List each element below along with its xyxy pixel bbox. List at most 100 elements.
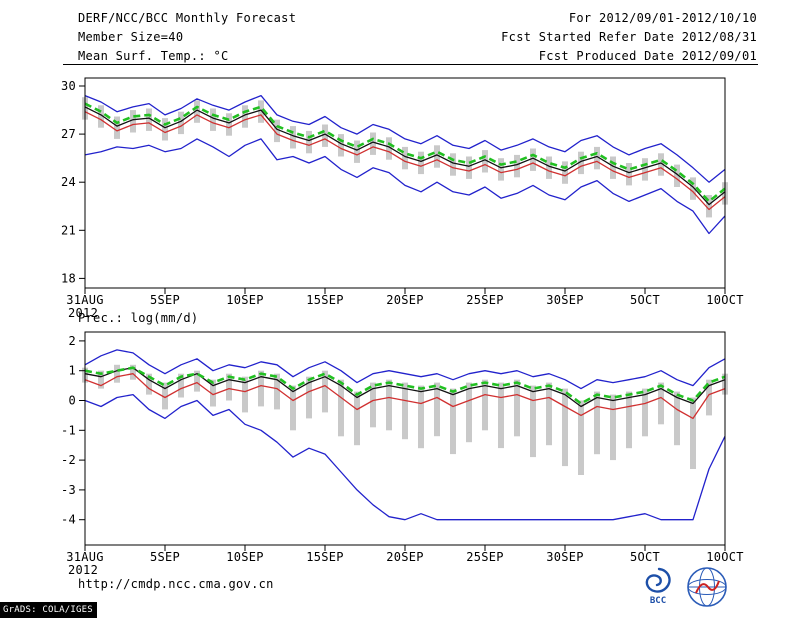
ensemble-spread-bar [338, 134, 344, 157]
ensemble-spread-bar [610, 394, 616, 461]
ensemble-spread-bar [290, 126, 296, 149]
ensemble-spread-bar [642, 158, 648, 181]
ensemble-spread-bar [450, 388, 456, 455]
x-tick-label: 20SEP [386, 550, 424, 564]
ensemble-spread-bar [626, 391, 632, 449]
ensemble-spread-bar [402, 382, 408, 440]
series-blue-lower [84, 393, 726, 521]
x-tick-label: 10SEP [226, 293, 264, 307]
ensemble-spread-bar [642, 388, 648, 437]
ensemble-spread-bar [274, 119, 280, 143]
ensemble-spread-bar [242, 105, 248, 128]
ensemble-spread-bar [658, 382, 664, 425]
grads-credit-text: GrADS: COLA/IGES [3, 605, 93, 615]
ensemble-spread-bar [386, 379, 392, 431]
x-tick-label: 30SEP [546, 550, 584, 564]
series-blue-upper [84, 349, 726, 390]
ensemble-spread-bar [98, 370, 104, 389]
ensemble-spread-bar [210, 108, 216, 131]
series-black-mean [84, 106, 726, 206]
ensemble-spread-bar [514, 154, 520, 178]
ensemble-spread-bar [146, 108, 152, 131]
ensemble-spread-bar [418, 151, 424, 175]
series-blue-lower [84, 138, 726, 235]
ensemble-spread-bar [418, 385, 424, 449]
y-tick-label: 0 [68, 394, 76, 408]
mean-surf-temp-chart: 18 21 24 27 30 31AUG 5SEP 10SEP 15SEP 20SEP 25SEP 3… [61, 77, 744, 320]
y-tick-label: -4 [61, 513, 76, 527]
x-axis-year-label: 2012 [68, 563, 98, 577]
ensemble-spread-bar [306, 376, 312, 419]
ensemble-spread-bar [258, 370, 264, 407]
y-tick-label: 24 [61, 175, 76, 189]
x-tick-label: 5SEP [150, 550, 180, 564]
ensemble-spread-bar [482, 150, 488, 173]
ensemble-spread-bar [674, 391, 680, 446]
page-title: DERF/NCC/BCC Monthly Forecast [78, 11, 297, 25]
ensemble-spread-bar [290, 385, 296, 431]
ensemble-spread-bar [226, 373, 232, 401]
ensemble-spread-bar [578, 151, 584, 175]
ensemble-spread-bar [114, 116, 120, 139]
precipitation-chart: -4 -3 -2 -1 0 1 2 31AUG 5SEP 10SEP 15SEP 20SEP 25SEP… [61, 331, 744, 577]
x-tick-label: 5OCT [630, 550, 660, 564]
ensemble-spread-bar [210, 379, 216, 407]
ensemble-spread-bar [194, 370, 200, 392]
ensemble-spread-bar [706, 195, 712, 218]
ensemble-spread-bar [162, 118, 168, 141]
ensemble-spread-bar [226, 113, 232, 136]
ensemble-spread-bar [530, 148, 536, 171]
series-red-line [84, 111, 726, 211]
x-tick-label: 5SEP [150, 293, 180, 307]
series-blue-upper [84, 94, 726, 183]
member-size-label: Member Size=40 [78, 30, 184, 44]
ensemble-spread-bar [322, 370, 328, 413]
ensemble-spread-bar [130, 364, 136, 380]
ensemble-spread-bar [690, 397, 696, 469]
y-tick-label: -2 [61, 453, 76, 467]
y-tick-label: 30 [61, 79, 76, 93]
temp-chart-title: Mean Surf. Temp.: °C [78, 49, 229, 63]
y-tick-label: -3 [61, 483, 76, 497]
x-tick-label: 31AUG [66, 293, 104, 307]
ensemble-spread-bar [434, 382, 440, 437]
ensemble-spread-bar [130, 110, 136, 133]
bcc-logo-text: BCC [650, 596, 666, 606]
ensemble-spread-bar [706, 379, 712, 416]
x-tick-label: 10OCT [706, 550, 744, 564]
ensemble-spread-bar [546, 156, 552, 179]
ensemble-spread-bar [370, 132, 376, 155]
ensemble-spread-bar [194, 100, 200, 123]
series-green-dashed [84, 366, 726, 405]
ensemble-spread-bar [514, 379, 520, 437]
header-divider [63, 64, 758, 65]
x-tick-label: 30SEP [546, 293, 584, 307]
series-red-line [84, 373, 726, 420]
ensemble-spread-bar [402, 146, 408, 170]
ensemble-spread-bar [594, 146, 600, 170]
y-tick-label: 2 [68, 334, 76, 348]
ensemble-spread-bar [594, 391, 600, 455]
ensemble-spread-bar [546, 382, 552, 446]
ensemble-spread-bar [498, 382, 504, 449]
x-tick-label: 10OCT [706, 293, 744, 307]
ensemble-spread-bar [466, 382, 472, 443]
ensemble-spread-bar [242, 376, 248, 413]
ensemble-spread-bar [578, 400, 584, 475]
ensemble-spread-bar [306, 130, 312, 154]
x-tick-label: 10SEP [226, 550, 264, 564]
ensemble-spread-bar [178, 373, 184, 398]
forecast-period: For 2012/09/01-2012/10/10 [568, 11, 757, 25]
ensemble-spread-bar [530, 385, 536, 458]
source-url: http://cmdp.ncc.cma.gov.cn [78, 577, 274, 591]
ensemble-spread-bar [690, 177, 696, 200]
x-axis-year-label: 2012 [68, 306, 98, 320]
ensemble-spread-bar [658, 153, 664, 176]
ensemble-spread-bar [626, 163, 632, 186]
y-tick-label: 1 [68, 364, 76, 378]
x-tick-label: 31AUG [66, 550, 104, 564]
x-tick-label: 5OCT [630, 293, 660, 307]
ensemble-spread-bar [98, 105, 104, 128]
